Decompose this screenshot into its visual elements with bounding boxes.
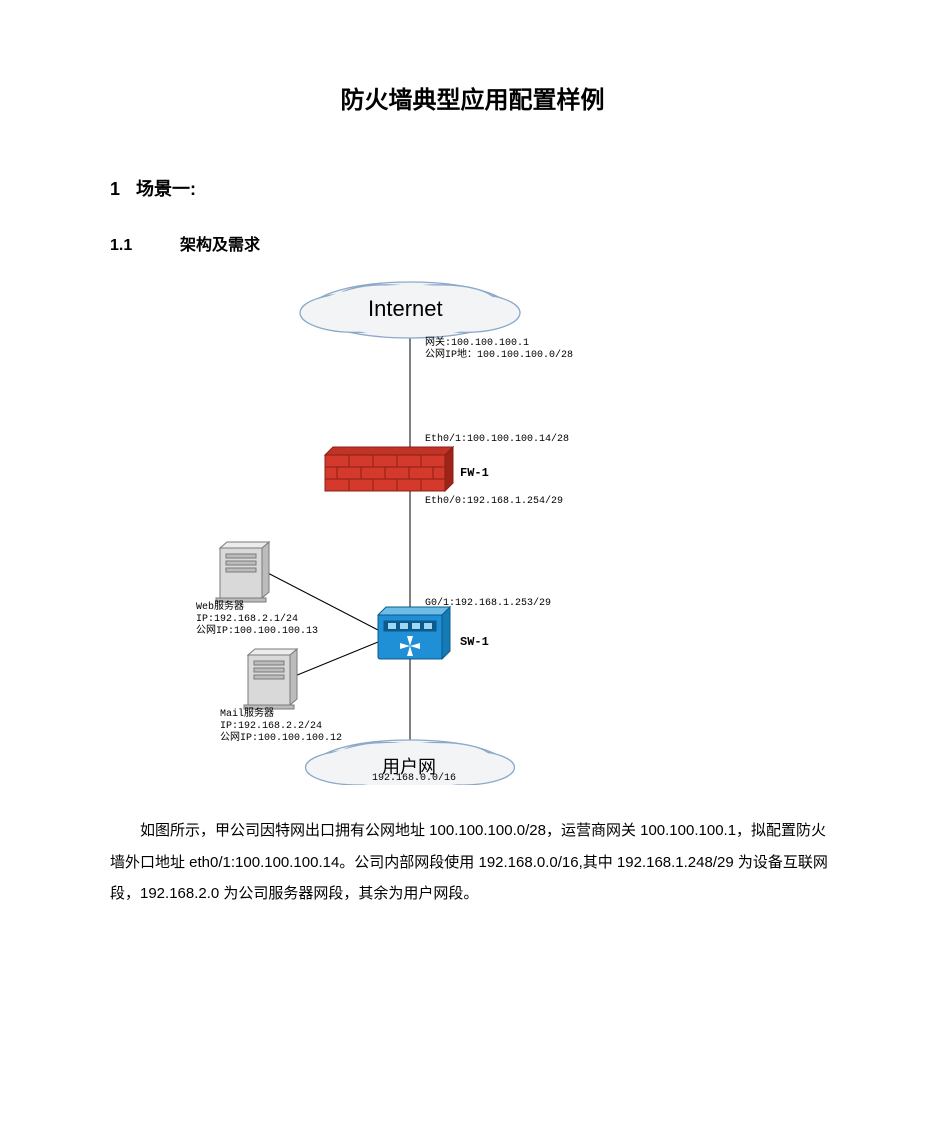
section-1-1-text: 架构及需求 [180,237,260,254]
topology-diagram: Internet用户网192.168.0.0/16FW-1SW-1Web服务器 … [150,280,670,785]
annotation-3: G0/1:192.168.1.253/29 [425,598,551,610]
annotation-1: Eth0/1:100.100.100.14/28 [425,434,569,446]
section-1-num: 1 [110,179,136,200]
mail-server-caption: Mail服务器 IP:192.168.2.2/24 公网IP:100.100.1… [220,709,342,745]
firewall-label: FW-1 [460,466,489,480]
section-1-1-heading: 1.1架构及需求 [110,231,835,255]
annotation-2: Eth0/0:192.168.1.254/29 [425,496,563,508]
section-1-1-num: 1.1 [110,237,180,255]
annotation-0: 网关:100.100.100.1 公网IP地：100.100.100.0/28 [425,338,573,362]
description-paragraph: 如图所示，甲公司因特网出口拥有公网地址 100.100.100.0/28，运营商… [110,815,835,910]
section-1-text: 场景一: [136,179,196,199]
doc-title: 防火墙典型应用配置样例 [110,80,835,115]
web-server-caption: Web服务器 IP:192.168.2.1/24 公网IP:100.100.10… [196,602,318,638]
section-1-heading: 1场景一: [110,175,835,201]
internet-cloud-label: Internet [368,296,443,322]
usernet-subnet-label: 192.168.0.0/16 [372,773,456,785]
switch-label: SW-1 [460,635,489,649]
